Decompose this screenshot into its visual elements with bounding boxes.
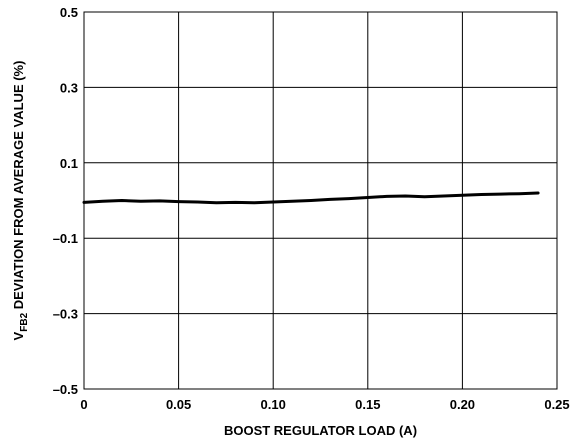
x-tick-label: 0.20: [450, 397, 475, 412]
x-axis-label: BOOST REGULATOR LOAD (A): [224, 423, 417, 438]
x-tick-label: 0.25: [544, 397, 569, 412]
y-axis-label: VFB2 DEVIATION FROM AVERAGE VALUE (%): [11, 61, 30, 341]
y-tick-label: –0.5: [53, 382, 78, 397]
y-axis-label-subscript: FB2: [19, 312, 30, 331]
y-axis-label-suffix: DEVIATION FROM AVERAGE VALUE (%): [11, 61, 26, 313]
x-tick-label: 0.15: [355, 397, 380, 412]
x-axis-tick-labels: 0 0.05 0.10 0.15 0.20 0.25: [80, 397, 569, 412]
plot-area-frame: [83, 11, 558, 390]
y-tick-label: –0.1: [53, 231, 78, 246]
x-tick-label: 0.05: [166, 397, 191, 412]
y-tick-label: 0.1: [60, 156, 78, 171]
series-line-0: [82, 191, 540, 205]
y-tick-label: 0.3: [60, 80, 78, 95]
x-tick-label: 0: [80, 397, 87, 412]
y-axis-tick-labels: –0.5 –0.3 –0.1 0.1 0.3 0.5: [53, 5, 78, 397]
series-group: [82, 191, 540, 205]
x-tick-label: 0.10: [261, 397, 286, 412]
y-axis-label-prefix: V: [11, 331, 26, 340]
y-tick-label: 0.5: [60, 5, 78, 20]
y-tick-label: –0.3: [53, 307, 78, 322]
